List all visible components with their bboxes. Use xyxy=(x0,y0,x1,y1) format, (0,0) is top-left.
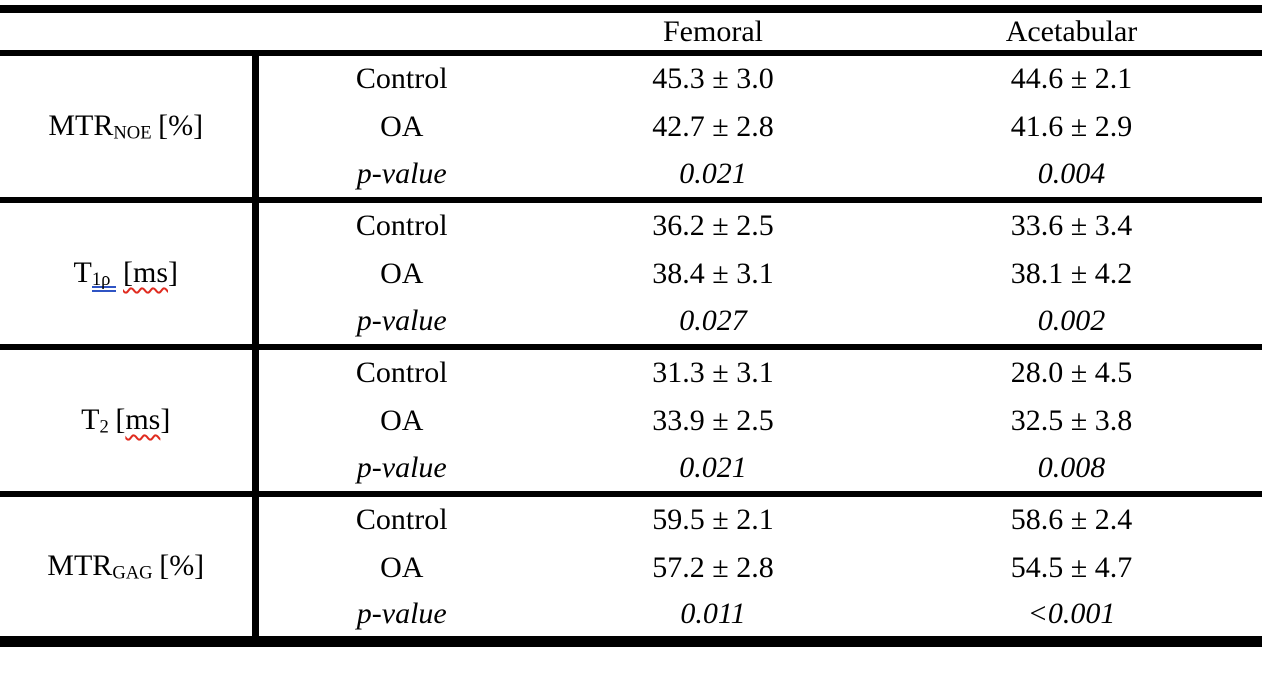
metric-group-mtr-noe: MTRNOE [%] Control 45.3 ± 3.0 44.6 ± 2.1 … xyxy=(0,53,1262,200)
metric-label-mtr-noe: MTRNOE [%] xyxy=(0,53,259,200)
column-header-acetabular: Acetabular xyxy=(1005,14,1138,48)
condition-cell: Control xyxy=(355,503,448,536)
value-cell-acetabular: 41.6 ± 2.9 xyxy=(1010,109,1133,143)
value-cell-femoral: 31.3 ± 3.1 xyxy=(652,356,774,389)
metric-unit-text: [ xyxy=(115,402,126,436)
spellcheck-underline-segment: [ms xyxy=(123,255,168,289)
value-cell-acetabular: 33.6 ± 3.4 xyxy=(1010,209,1133,242)
metric-label: MTRGAG [%] xyxy=(47,548,204,583)
value-cell-femoral: 57.2 ± 2.8 xyxy=(652,550,774,584)
condition-cell: p-value xyxy=(356,157,447,190)
metric-base: MTR xyxy=(48,108,114,142)
value-cell-acetabular: 32.5 ± 3.8 xyxy=(1010,403,1133,437)
metric-subscript: 2 xyxy=(99,416,109,438)
metric-subscript: GAG xyxy=(112,561,153,583)
condition-cell: OA xyxy=(380,550,424,584)
condition-cell: p-value xyxy=(356,451,447,484)
grammar-underline-segment: 1ρ xyxy=(91,269,117,292)
header-row: Femoral Acetabular xyxy=(0,9,1262,53)
metric-unit: [ms] xyxy=(115,403,170,436)
value-cell-femoral: 38.4 ± 3.1 xyxy=(652,256,774,290)
metric-unit-text: [%] xyxy=(158,108,204,142)
results-table: Femoral Acetabular MTRNOE [%] Control 45.… xyxy=(0,5,1262,647)
value-cell-femoral: 45.3 ± 3.0 xyxy=(652,62,774,95)
metric-unit-text: [%] xyxy=(159,548,205,582)
condition-cell: Control xyxy=(355,62,448,95)
metric-label: MTRNOE [%] xyxy=(48,108,203,144)
condition-cell: OA xyxy=(380,256,424,290)
metric-unit-close: ] xyxy=(168,255,178,289)
condition-cell: Control xyxy=(355,209,448,242)
metric-group-t1rho: T1ρ [ms] Control 36.2 ± 2.5 33.6 ± 3.4 OA… xyxy=(0,200,1262,347)
pvalue-cell-acetabular: 0.004 xyxy=(1037,157,1106,190)
document-page: Femoral Acetabular MTRNOE [%] Control 45.… xyxy=(0,5,1262,695)
pvalue-cell-femoral: 0.021 xyxy=(679,451,747,484)
table-row: T2 [ms] Control 31.3 ± 3.1 28.0 ± 4.5 xyxy=(0,347,1262,494)
value-cell-acetabular: 44.6 ± 2.1 xyxy=(1010,62,1133,95)
metric-group-t2: T2 [ms] Control 31.3 ± 3.1 28.0 ± 4.5 OA … xyxy=(0,347,1262,494)
metric-base: T xyxy=(73,255,92,289)
metric-label: T1ρ [ms] xyxy=(73,255,178,292)
value-cell-femoral: 59.5 ± 2.1 xyxy=(652,503,774,536)
metric-unit: [%] xyxy=(158,109,203,142)
metric-base: T xyxy=(81,402,100,436)
pvalue-cell-femoral: 0.011 xyxy=(680,596,746,630)
metric-unit: [ms] xyxy=(123,256,178,289)
condition-cell: p-value xyxy=(356,304,447,337)
pvalue-cell-acetabular: 0.002 xyxy=(1037,304,1106,337)
table-row: MTRGAG [%] Control 59.5 ± 2.1 58.6 ± 2.4 xyxy=(0,494,1262,641)
table-row: OA 38.4 ± 3.1 38.1 ± 4.2 xyxy=(0,249,1262,298)
value-cell-acetabular: 28.0 ± 4.5 xyxy=(1010,356,1133,389)
metric-label-t1rho: T1ρ [ms] xyxy=(0,200,259,347)
value-cell-acetabular: 38.1 ± 4.2 xyxy=(1010,256,1133,290)
metric-subscript: NOE xyxy=(113,122,152,144)
condition-cell: OA xyxy=(380,109,424,143)
metric-label-mtr-gag: MTRGAG [%] xyxy=(0,494,259,641)
header-cell-empty-metric xyxy=(0,9,255,53)
table-row: OA 42.7 ± 2.8 41.6 ± 2.9 xyxy=(0,102,1262,151)
metric-label: T2 [ms] xyxy=(81,402,170,438)
condition-cell: p-value xyxy=(356,596,447,630)
condition-cell: Control xyxy=(355,356,448,389)
pvalue-cell-femoral: 0.027 xyxy=(679,304,747,337)
value-cell-femoral: 33.9 ± 2.5 xyxy=(652,403,774,437)
metric-group-mtr-gag: MTRGAG [%] Control 59.5 ± 2.1 58.6 ± 2.4 … xyxy=(0,494,1262,641)
table-header: Femoral Acetabular xyxy=(0,9,1262,53)
value-cell-acetabular: 54.5 ± 4.7 xyxy=(1010,550,1133,584)
condition-cell: OA xyxy=(380,403,424,437)
value-cell-femoral: 36.2 ± 2.5 xyxy=(652,209,774,242)
table-row-pvalue: p-value 0.021 0.004 xyxy=(0,151,1262,200)
pvalue-cell-acetabular: <0.001 xyxy=(1027,596,1116,630)
pvalue-cell-acetabular: 0.008 xyxy=(1037,451,1106,484)
pvalue-cell-femoral: 0.021 xyxy=(679,157,747,190)
metric-base: MTR xyxy=(47,548,113,582)
metric-unit: [%] xyxy=(159,549,204,582)
table-row: T1ρ [ms] Control 36.2 ± 2.5 33.6 ± 3.4 xyxy=(0,200,1262,347)
table-row: MTRNOE [%] Control 45.3 ± 3.0 44.6 ± 2.1 xyxy=(0,53,1262,200)
value-cell-acetabular: 58.6 ± 2.4 xyxy=(1010,503,1133,536)
value-cell-femoral: 42.7 ± 2.8 xyxy=(652,109,774,143)
table-row: OA 57.2 ± 2.8 54.5 ± 4.7 xyxy=(0,543,1262,592)
table-row: OA 33.9 ± 2.5 32.5 ± 3.8 xyxy=(0,396,1262,445)
column-header-femoral: Femoral xyxy=(663,14,763,48)
spellcheck-underline-segment: ms xyxy=(125,402,161,436)
metric-label-t2: T2 [ms] xyxy=(0,347,259,494)
table-row-pvalue: p-value 0.011 <0.001 xyxy=(0,592,1262,641)
header-cell-empty-condition xyxy=(255,9,545,53)
table-row-pvalue: p-value 0.027 0.002 xyxy=(0,298,1262,347)
table-row-pvalue: p-value 0.021 0.008 xyxy=(0,445,1262,494)
metric-unit-close: ] xyxy=(160,402,171,436)
